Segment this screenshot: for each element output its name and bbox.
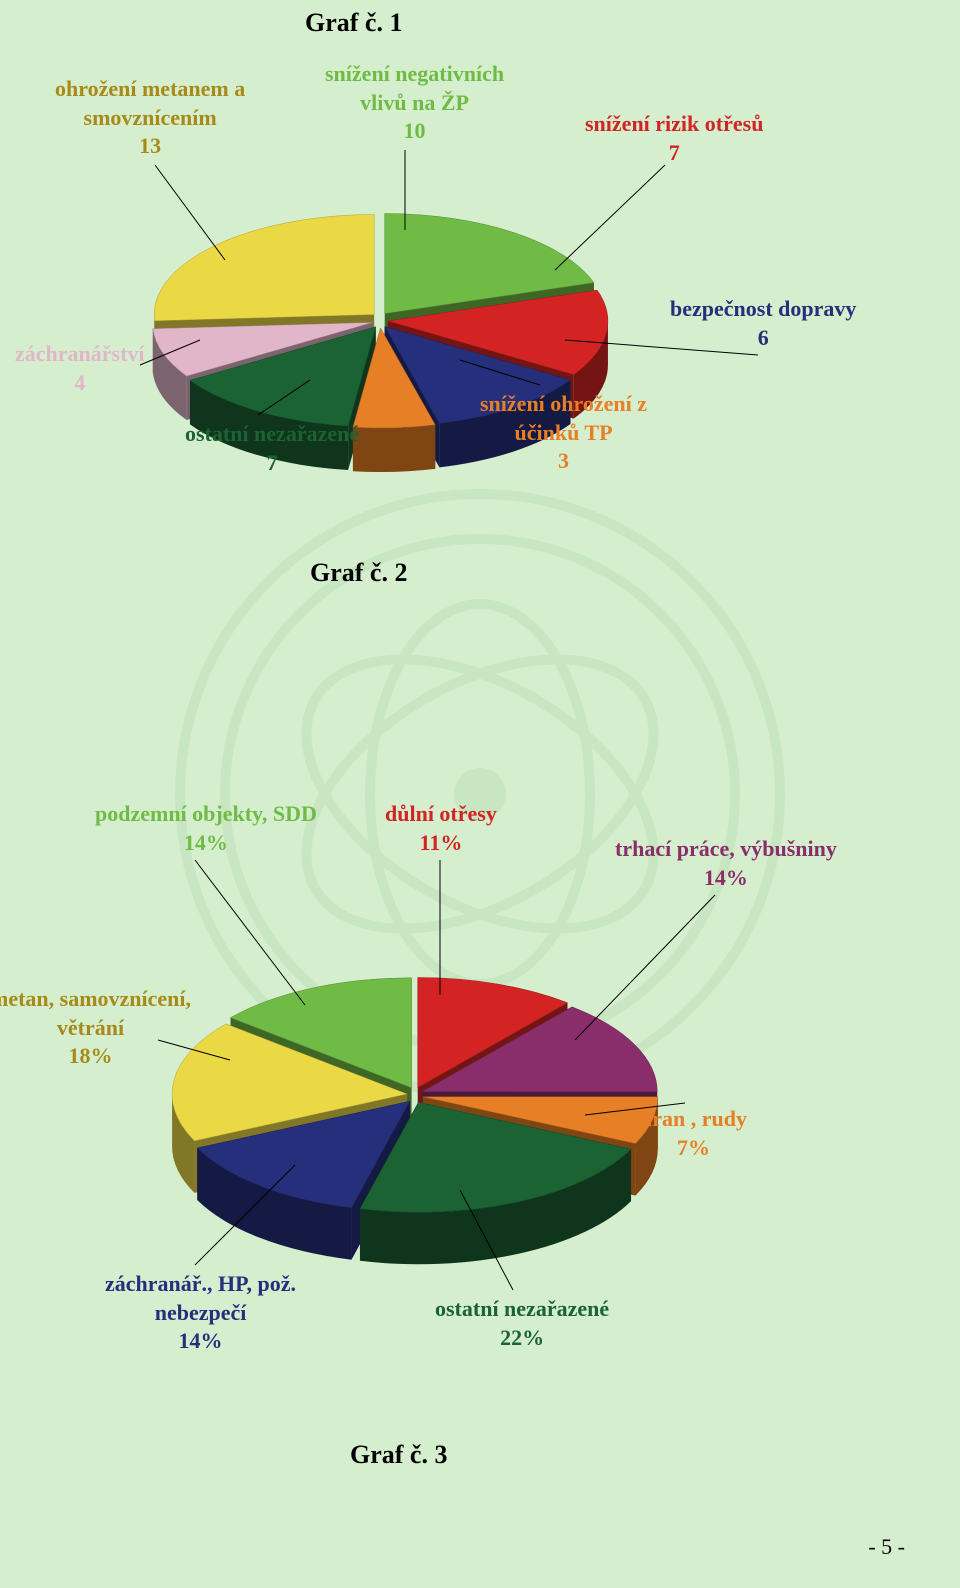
slice-label: metan, samovznícení,větrání18% [0,985,191,1071]
slice-label: ohrožení metanem asmovznícením13 [55,75,245,161]
slice-label: snížení negativníchvlivů na ŽP10 [325,60,504,146]
slice-label: bezpečnost dopravy6 [670,295,856,352]
slice-label: trhací práce, výbušniny14% [615,835,837,892]
slice-label: ostatní nezařazené22% [435,1295,609,1352]
slice-label: snížení ohrožení zúčinků TP3 [480,390,647,476]
chart3-title: Graf č. 3 [350,1440,447,1470]
slice-label: podzemní objekty, SDD14% [95,800,317,857]
slice-label: záchranářství4 [15,340,145,397]
slice-label: záchranář., HP, pož.nebezpečí14% [105,1270,296,1356]
slice-label: uran , rudy7% [640,1105,747,1162]
slice-label: ostatní nezařazené7 [185,420,359,477]
slice-label: snížení rizik otřesů7 [585,110,763,167]
page-number: - 5 - [868,1534,905,1560]
slice-label: důlní otřesy11% [385,800,497,857]
